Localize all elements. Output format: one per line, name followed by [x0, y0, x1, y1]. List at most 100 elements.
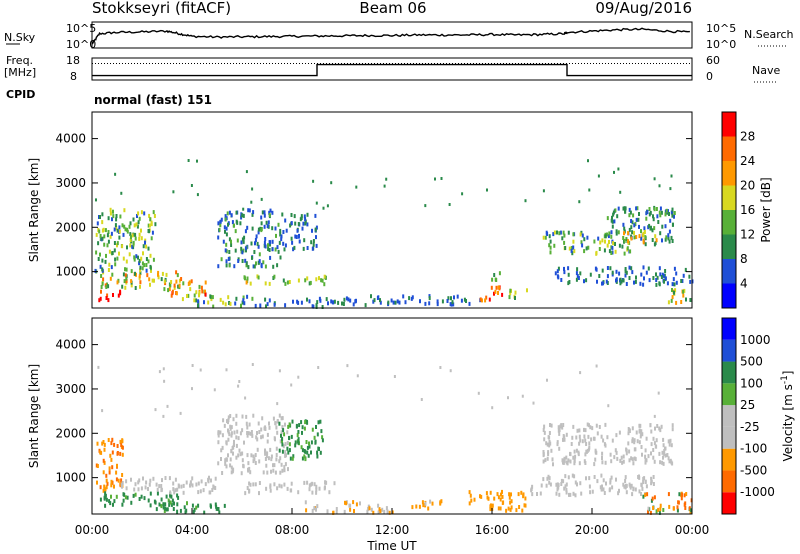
data-cell: [280, 237, 283, 242]
data-cell: [174, 477, 177, 482]
data-cell: [136, 224, 139, 229]
data-cell: [250, 200, 253, 204]
data-cell: [585, 278, 588, 283]
data-cell: [315, 225, 318, 230]
data-cell: [214, 476, 217, 481]
data-cell: [542, 189, 545, 193]
data-cell: [130, 235, 132, 240]
data-cell: [102, 488, 105, 493]
power-y-axis-label: Slant Range [km]: [27, 158, 41, 262]
data-cell: [320, 278, 323, 283]
data-cell: [99, 215, 101, 219]
data-cell: [225, 368, 228, 372]
data-cell: [227, 222, 229, 227]
data-cell: [624, 209, 627, 214]
data-cell: [551, 457, 554, 462]
data-cell: [249, 431, 252, 436]
data-cell: [554, 271, 557, 276]
data-cell: [658, 184, 661, 188]
data-cell: [112, 209, 114, 214]
data-cell: [151, 230, 154, 235]
data-cell: [246, 294, 249, 299]
data-cell: [105, 485, 108, 490]
data-cell: [160, 277, 163, 282]
freq-panel: Freq. [MHz] 18 8 60 0 Nave CPID normal (…: [4, 54, 780, 107]
data-cell: [320, 429, 323, 434]
colorbar-segment: [722, 318, 736, 340]
data-cell: [651, 496, 654, 501]
data-cell: [179, 411, 182, 415]
data-cell: [653, 495, 656, 500]
data-cell: [115, 477, 118, 482]
data-cell: [265, 486, 268, 491]
data-cell: [96, 464, 99, 468]
data-cell: [540, 483, 543, 488]
data-cell: [542, 477, 545, 482]
data-cell: [96, 221, 99, 226]
data-cell: [586, 235, 589, 240]
data-cell: [284, 218, 287, 223]
data-cell: [315, 201, 318, 205]
data-cell: [660, 210, 663, 215]
data-cell: [258, 252, 261, 257]
data-cell: [139, 280, 142, 285]
data-cell: [198, 291, 201, 296]
data-cell: [658, 451, 661, 456]
data-cell: [282, 444, 285, 449]
data-cell: [198, 293, 200, 298]
data-cell: [220, 448, 223, 453]
data-cell: [196, 193, 199, 197]
data-cell: [310, 450, 312, 455]
data-cell: [112, 293, 114, 297]
data-cell: [316, 300, 319, 305]
data-cell: [140, 228, 142, 233]
data-cell: [223, 503, 226, 508]
data-cell: [489, 504, 492, 509]
data-cell: [542, 235, 545, 240]
data-cell: [546, 456, 549, 461]
data-cell: [263, 241, 266, 245]
data-cell: [514, 290, 517, 295]
data-cell: [544, 235, 547, 240]
data-cell: [393, 375, 396, 378]
data-cell: [303, 238, 306, 243]
data-cell: [273, 302, 276, 307]
data-cell: [606, 243, 609, 248]
data-cell: [531, 484, 534, 489]
data-cell: [256, 437, 259, 442]
data-cell: [209, 490, 212, 495]
data-cell: [603, 248, 606, 253]
data-cell: [114, 262, 117, 267]
data-cell: [184, 510, 187, 515]
data-cell: [547, 435, 550, 440]
data-cell: [428, 301, 431, 306]
data-cell: [567, 281, 570, 286]
data-cell: [689, 279, 692, 284]
data-cell: [606, 274, 609, 279]
data-cell: [638, 212, 640, 216]
data-cell: [189, 287, 192, 292]
data-cell: [662, 508, 665, 512]
data-cell: [142, 251, 144, 256]
data-cell: [485, 491, 488, 496]
data-cell: [642, 238, 645, 243]
y-tick-label: 2000: [55, 426, 86, 440]
data-cell: [280, 234, 283, 239]
data-cell: [353, 509, 355, 513]
y-tick-label: 4000: [55, 338, 86, 352]
data-cell: [107, 239, 110, 244]
data-cell: [642, 265, 645, 270]
data-cell: [668, 504, 671, 509]
data-cell: [688, 274, 691, 279]
data-cell: [244, 246, 247, 251]
data-cell: [268, 248, 271, 252]
data-cell: [231, 220, 234, 225]
data-cell: [373, 298, 376, 303]
data-cell: [595, 423, 598, 428]
data-cell: [521, 508, 524, 513]
data-cell: [183, 505, 186, 510]
data-cell: [411, 505, 414, 510]
data-cell: [195, 482, 198, 487]
data-cell: [634, 487, 637, 492]
data-cell: [311, 508, 314, 513]
